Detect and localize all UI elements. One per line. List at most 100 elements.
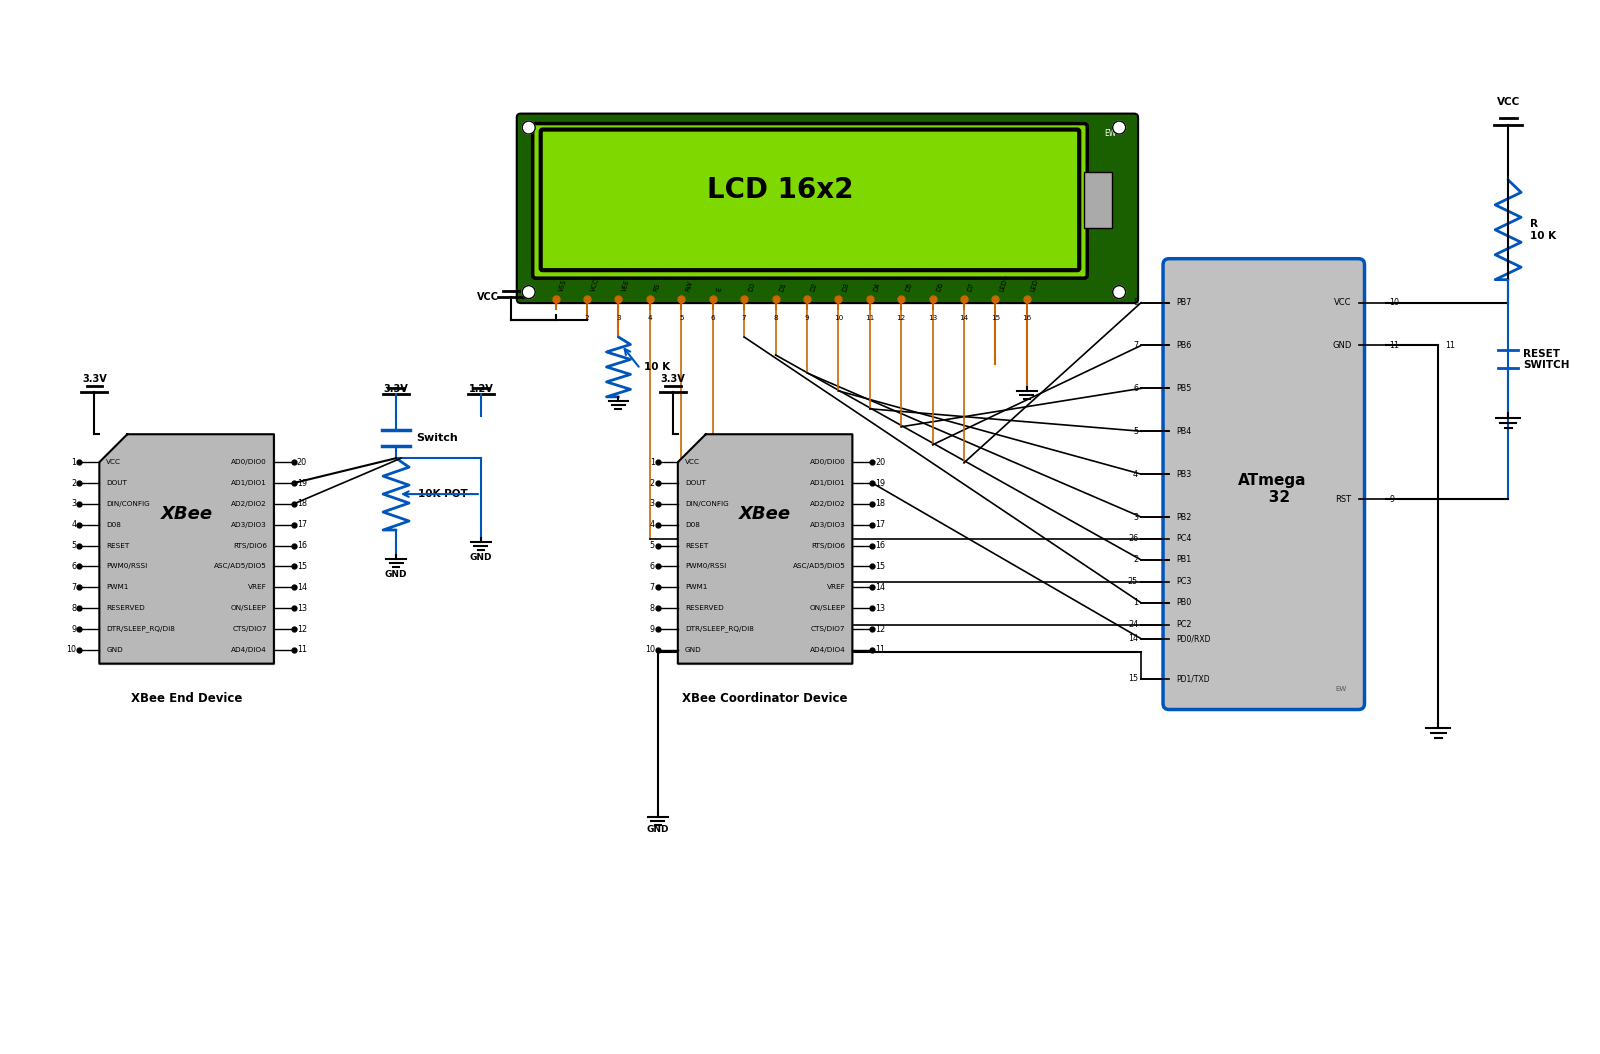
Text: 15: 15 [875, 562, 885, 571]
Text: GND: GND [685, 647, 701, 652]
Text: D1: D1 [779, 281, 787, 292]
Text: 1: 1 [554, 315, 558, 321]
Text: 13: 13 [298, 604, 307, 612]
Text: GND: GND [106, 647, 123, 652]
Text: 3.3V: 3.3V [384, 385, 408, 394]
Text: D4: D4 [874, 281, 882, 292]
Text: PWM0/RSSI: PWM0/RSSI [685, 564, 726, 569]
Text: AD3/DIO3: AD3/DIO3 [230, 522, 267, 528]
Text: 14: 14 [1128, 635, 1138, 643]
Text: 3.3V: 3.3V [82, 374, 107, 385]
Text: 19: 19 [298, 479, 307, 488]
Text: PB5: PB5 [1176, 384, 1192, 393]
Text: LCD 16x2: LCD 16x2 [707, 176, 853, 203]
Text: 2: 2 [584, 315, 589, 321]
Text: 3: 3 [616, 315, 621, 321]
FancyBboxPatch shape [533, 123, 1088, 278]
Text: PB6: PB6 [1176, 341, 1192, 350]
Text: DOUT: DOUT [685, 480, 706, 486]
Text: 8: 8 [72, 604, 77, 612]
Text: RESERVED: RESERVED [106, 605, 146, 611]
Text: D3: D3 [842, 281, 850, 292]
Text: D6: D6 [936, 281, 944, 292]
Text: VCC: VCC [685, 460, 699, 465]
Text: 25: 25 [1128, 578, 1138, 586]
Text: 5: 5 [678, 315, 683, 321]
Text: PC2: PC2 [1176, 620, 1192, 629]
Text: D2: D2 [810, 281, 819, 292]
Text: ATmega
   32: ATmega 32 [1237, 473, 1306, 505]
Text: 8: 8 [650, 604, 654, 612]
Text: DIN/CONFIG: DIN/CONFIG [106, 501, 150, 507]
Text: GND: GND [646, 825, 669, 834]
Text: ASC/AD5/DIO5: ASC/AD5/DIO5 [792, 564, 845, 569]
Text: 10K POT: 10K POT [418, 489, 467, 500]
Text: 20: 20 [875, 457, 885, 467]
Text: 1: 1 [1133, 599, 1138, 607]
Text: 2: 2 [650, 479, 654, 488]
Text: AD0/DIO0: AD0/DIO0 [230, 460, 267, 465]
Circle shape [1112, 286, 1126, 298]
Text: 3: 3 [650, 500, 654, 508]
Text: D08: D08 [685, 522, 699, 528]
Text: AD0/DIO0: AD0/DIO0 [810, 460, 845, 465]
Text: 5: 5 [72, 541, 77, 550]
Text: XBee: XBee [160, 505, 213, 523]
Text: 10: 10 [67, 645, 77, 655]
Text: 19: 19 [875, 479, 885, 488]
Text: 11: 11 [866, 315, 875, 321]
Text: CTS/DIO7: CTS/DIO7 [232, 626, 267, 632]
Text: 15: 15 [990, 315, 1000, 321]
Text: ON/SLEEP: ON/SLEEP [810, 605, 845, 611]
Text: PC4: PC4 [1176, 534, 1192, 544]
Text: AD2/DIO2: AD2/DIO2 [810, 501, 845, 507]
Text: 4: 4 [650, 521, 654, 529]
Text: 6: 6 [710, 315, 715, 321]
FancyBboxPatch shape [1163, 258, 1365, 709]
Text: XBee Coordinator Device: XBee Coordinator Device [682, 691, 848, 704]
Text: 16: 16 [298, 541, 307, 550]
Text: RESET: RESET [685, 543, 709, 548]
Text: 10: 10 [834, 315, 843, 321]
Text: AD1/DIO1: AD1/DIO1 [230, 480, 267, 486]
Text: PB0: PB0 [1176, 599, 1192, 607]
Text: 6: 6 [1133, 384, 1138, 393]
Text: 4: 4 [1133, 470, 1138, 479]
Text: 2: 2 [72, 479, 77, 488]
Text: VEE: VEE [621, 278, 630, 292]
Text: 11: 11 [298, 645, 307, 655]
Text: LED-: LED- [1030, 276, 1040, 292]
Text: 18: 18 [875, 500, 885, 508]
Text: 4: 4 [72, 521, 77, 529]
Text: 20: 20 [298, 457, 307, 467]
Text: PWM0/RSSI: PWM0/RSSI [106, 564, 147, 569]
Text: 8: 8 [773, 315, 778, 321]
Text: VCC: VCC [1496, 97, 1520, 108]
Circle shape [522, 286, 534, 298]
Text: 18: 18 [298, 500, 307, 508]
Text: 11: 11 [875, 645, 885, 655]
Text: 7: 7 [72, 583, 77, 591]
Text: 3: 3 [72, 500, 77, 508]
Text: VREF: VREF [827, 584, 845, 590]
Text: 8: 8 [1133, 298, 1138, 307]
Text: PB4: PB4 [1176, 427, 1192, 435]
Text: 3: 3 [1133, 512, 1138, 522]
Text: GND: GND [1333, 341, 1352, 350]
Text: 7: 7 [650, 583, 654, 591]
Text: EW: EW [1104, 129, 1117, 138]
Text: ON/SLEEP: ON/SLEEP [230, 605, 267, 611]
Text: DIN/CONFIG: DIN/CONFIG [685, 501, 728, 507]
FancyBboxPatch shape [541, 130, 1080, 270]
Text: 26: 26 [1128, 534, 1138, 544]
Text: VREF: VREF [248, 584, 267, 590]
Text: 12: 12 [896, 315, 906, 321]
Text: 15: 15 [1128, 675, 1138, 683]
Text: 17: 17 [875, 521, 885, 529]
Circle shape [522, 121, 534, 134]
Text: 12: 12 [875, 625, 885, 633]
Text: RESERVED: RESERVED [685, 605, 723, 611]
Text: 11: 11 [1445, 341, 1456, 350]
Text: RST: RST [1336, 494, 1352, 504]
Text: 13: 13 [928, 315, 938, 321]
